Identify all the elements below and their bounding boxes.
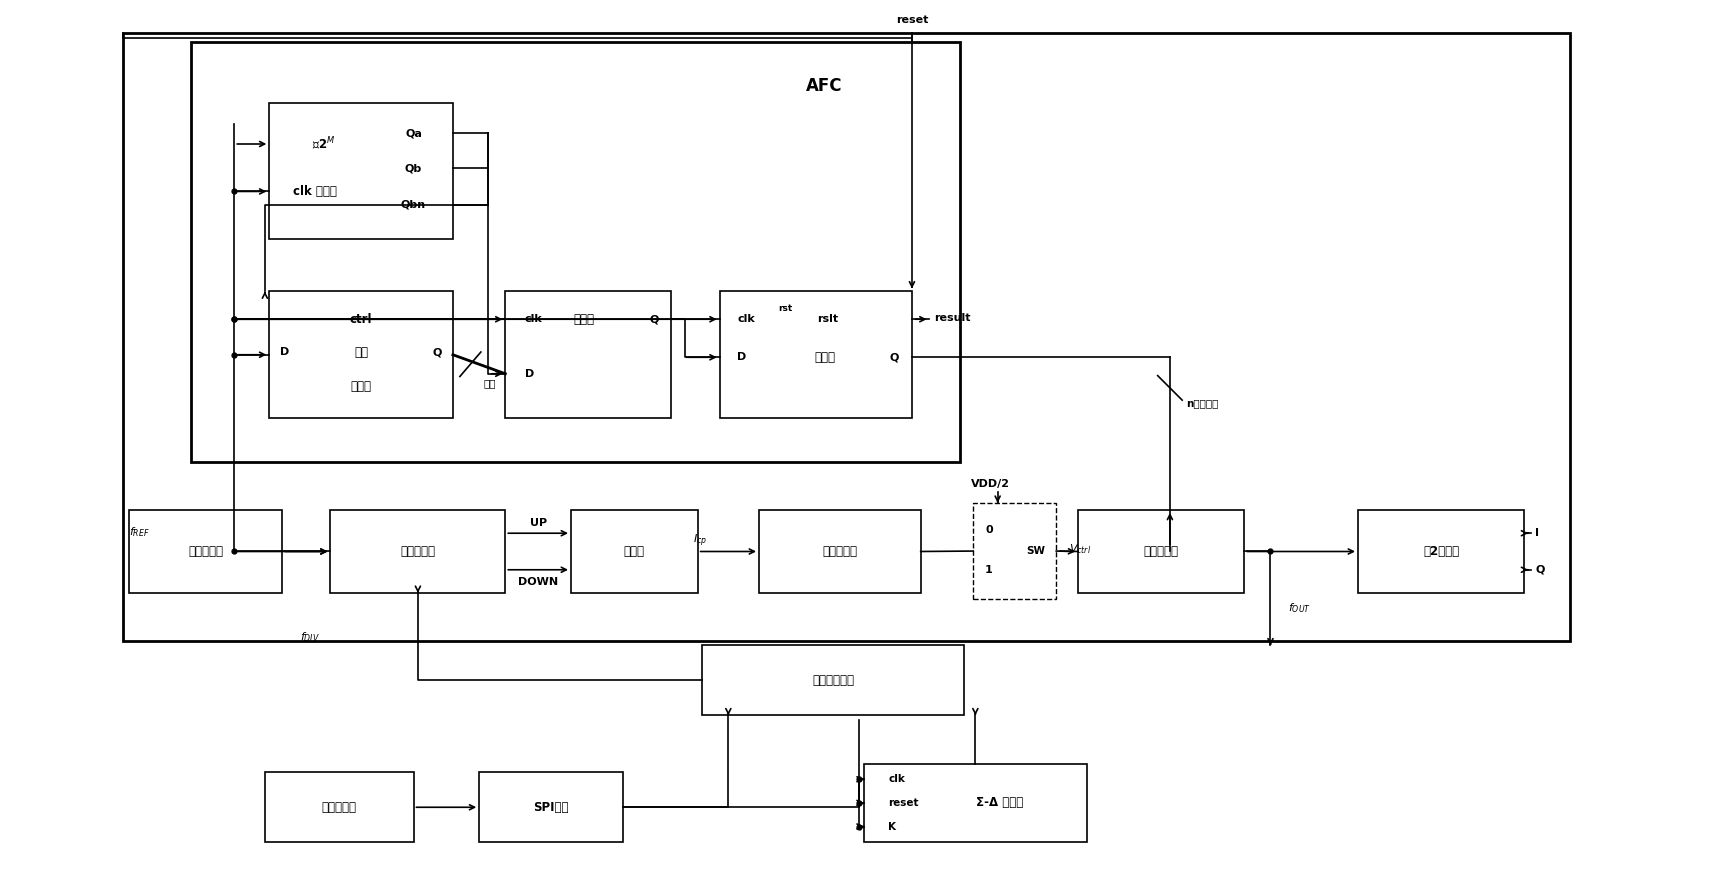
- Text: Qbn: Qbn: [401, 200, 426, 210]
- Text: K: K: [889, 822, 897, 832]
- Text: Σ-Δ 调制器: Σ-Δ 调制器: [976, 796, 1024, 810]
- Bar: [265, 773, 414, 842]
- Text: Q: Q: [1536, 565, 1544, 575]
- Bar: [972, 503, 1056, 599]
- Bar: [865, 764, 1087, 842]
- Text: SW: SW: [1027, 546, 1046, 556]
- Text: 鉴频鉴相器: 鉴频鉴相器: [401, 545, 435, 558]
- Text: 参考信号源: 参考信号源: [188, 545, 223, 558]
- Bar: [570, 510, 698, 593]
- Text: Qb: Qb: [406, 164, 423, 173]
- Bar: [719, 291, 912, 418]
- Text: 计数器: 计数器: [351, 380, 372, 393]
- Text: clk: clk: [889, 774, 906, 784]
- Bar: [123, 33, 1570, 642]
- Text: Q: Q: [649, 314, 659, 324]
- Text: Q: Q: [890, 352, 899, 363]
- Text: 电荷泵: 电荷泵: [623, 545, 645, 558]
- Text: clk: clk: [524, 314, 543, 324]
- Text: reset: reset: [895, 15, 928, 26]
- Text: 受控: 受控: [354, 346, 368, 359]
- Text: SPI总线: SPI总线: [534, 801, 568, 814]
- Text: 多位: 多位: [483, 378, 496, 388]
- Text: 除2$^M$: 除2$^M$: [312, 136, 336, 152]
- Text: $f_{REF}$: $f_{REF}$: [130, 524, 151, 539]
- Text: $V_{ctrl}$: $V_{ctrl}$: [1070, 542, 1092, 556]
- Text: UP: UP: [529, 517, 546, 528]
- Bar: [1079, 510, 1245, 593]
- Text: 小数分频值: 小数分频值: [322, 801, 356, 814]
- Bar: [758, 510, 921, 593]
- Bar: [130, 510, 282, 593]
- Text: D: D: [281, 348, 289, 357]
- Text: 环路滤波器: 环路滤波器: [822, 545, 858, 558]
- Text: $f_{OUT}$: $f_{OUT}$: [1287, 601, 1311, 615]
- Bar: [190, 42, 960, 462]
- Text: VDD/2: VDD/2: [971, 479, 1010, 488]
- Text: clk: clk: [738, 314, 755, 324]
- Text: D: D: [524, 369, 534, 378]
- Text: reset: reset: [889, 798, 919, 808]
- Bar: [269, 103, 454, 238]
- Text: I: I: [1536, 528, 1539, 539]
- Text: rst: rst: [779, 304, 793, 313]
- Text: 比较器: 比较器: [574, 312, 594, 326]
- Text: rslt: rslt: [818, 314, 839, 324]
- Text: D: D: [738, 352, 746, 363]
- Text: 压控振荡器: 压控振荡器: [1144, 545, 1178, 558]
- Text: 1: 1: [984, 565, 993, 576]
- Text: ctrl: ctrl: [349, 312, 372, 326]
- Bar: [1358, 510, 1524, 593]
- Text: 0: 0: [984, 524, 993, 535]
- Text: AFC: AFC: [806, 77, 842, 95]
- Bar: [479, 773, 623, 842]
- Bar: [269, 291, 454, 418]
- Bar: [702, 646, 964, 715]
- Text: 可编程分频器: 可编程分频器: [811, 674, 854, 687]
- Text: $f_{DIV}$: $f_{DIV}$: [300, 630, 320, 643]
- Bar: [330, 510, 505, 593]
- Text: 除2分频器: 除2分频器: [1423, 545, 1459, 558]
- Text: DOWN: DOWN: [519, 577, 558, 587]
- Text: result: result: [933, 312, 971, 323]
- Text: n位控制字: n位控制字: [1186, 398, 1217, 407]
- Text: 状态机: 状态机: [813, 351, 835, 363]
- Text: clk 分频器: clk 分频器: [293, 185, 337, 198]
- Text: Q: Q: [433, 348, 442, 357]
- Text: $I_{cp}$: $I_{cp}$: [693, 532, 707, 549]
- Bar: [505, 291, 671, 418]
- Text: Qa: Qa: [406, 128, 421, 138]
